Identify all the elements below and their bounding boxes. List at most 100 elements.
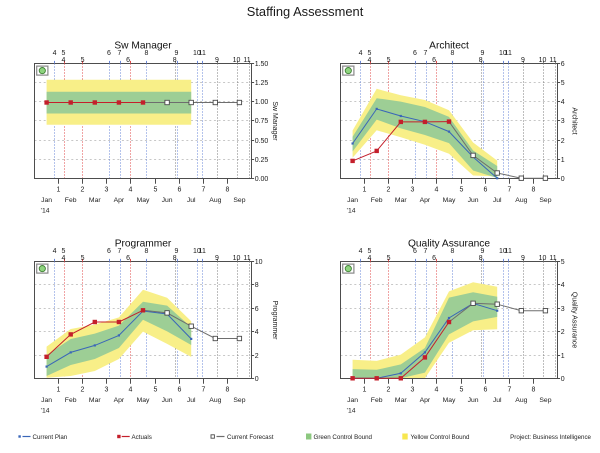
svg-text:8: 8 xyxy=(173,255,177,262)
svg-text:Architect: Architect xyxy=(571,107,578,134)
svg-text:Sw Manager: Sw Manager xyxy=(114,41,172,52)
svg-text:4: 4 xyxy=(359,248,363,255)
svg-text:6: 6 xyxy=(178,387,182,394)
svg-text:5: 5 xyxy=(367,248,371,255)
svg-text:2: 2 xyxy=(561,329,565,336)
svg-text:5: 5 xyxy=(61,248,65,255)
svg-text:4: 4 xyxy=(561,282,565,289)
svg-text:3: 3 xyxy=(561,306,565,313)
svg-text:May: May xyxy=(443,397,456,404)
svg-text:9: 9 xyxy=(521,57,525,64)
svg-text:2: 2 xyxy=(255,353,259,360)
svg-text:Jul: Jul xyxy=(187,397,196,404)
svg-text:0.25: 0.25 xyxy=(255,157,269,164)
svg-text:2: 2 xyxy=(561,138,565,145)
svg-text:0.75: 0.75 xyxy=(255,118,269,125)
svg-text:2: 2 xyxy=(387,387,391,394)
svg-text:10: 10 xyxy=(539,255,547,262)
svg-text:1: 1 xyxy=(561,353,565,360)
svg-text:11: 11 xyxy=(505,50,512,57)
svg-text:7: 7 xyxy=(117,248,121,255)
svg-text:Jun: Jun xyxy=(468,397,479,404)
svg-text:Green Control Bound: Green Control Bound xyxy=(314,434,373,441)
svg-text:6: 6 xyxy=(432,57,436,64)
svg-text:Jun: Jun xyxy=(162,197,173,204)
svg-text:10: 10 xyxy=(233,57,241,64)
svg-text:7: 7 xyxy=(117,50,121,57)
svg-text:’14: ’14 xyxy=(41,407,50,414)
svg-text:Project: Business Intelligence: Project: Business Intelligence xyxy=(510,434,591,441)
svg-text:Current Forecast: Current Forecast xyxy=(227,434,274,441)
svg-text:5: 5 xyxy=(367,50,371,57)
svg-text:4: 4 xyxy=(53,50,57,57)
svg-text:5: 5 xyxy=(81,57,85,64)
svg-text:11: 11 xyxy=(549,57,556,64)
svg-text:Feb: Feb xyxy=(65,397,77,404)
svg-text:6: 6 xyxy=(126,255,130,262)
svg-text:3: 3 xyxy=(411,187,415,194)
svg-text:10: 10 xyxy=(539,57,547,64)
svg-text:0.00: 0.00 xyxy=(255,176,269,183)
svg-text:11: 11 xyxy=(243,255,250,262)
svg-text:6: 6 xyxy=(413,50,417,57)
svg-text:11: 11 xyxy=(243,57,250,64)
svg-text:4: 4 xyxy=(255,329,259,336)
svg-text:4: 4 xyxy=(129,387,133,394)
svg-text:6: 6 xyxy=(484,387,488,394)
svg-text:6: 6 xyxy=(126,57,130,64)
svg-text:May: May xyxy=(137,397,150,404)
svg-text:5: 5 xyxy=(460,387,464,394)
svg-text:8: 8 xyxy=(479,57,483,64)
svg-text:7: 7 xyxy=(202,387,206,394)
svg-text:8: 8 xyxy=(226,387,230,394)
svg-text:Jan: Jan xyxy=(347,397,358,404)
svg-text:10: 10 xyxy=(233,255,241,262)
svg-text:8: 8 xyxy=(451,50,455,57)
svg-text:5: 5 xyxy=(561,80,565,87)
svg-text:2: 2 xyxy=(387,187,391,194)
svg-text:Jun: Jun xyxy=(468,197,479,204)
svg-text:May: May xyxy=(443,197,456,204)
svg-text:2: 2 xyxy=(81,187,85,194)
svg-text:8: 8 xyxy=(145,248,149,255)
svg-text:7: 7 xyxy=(202,187,206,194)
svg-text:5: 5 xyxy=(154,187,158,194)
svg-text:7: 7 xyxy=(423,50,427,57)
svg-text:Jan: Jan xyxy=(347,197,358,204)
svg-text:11: 11 xyxy=(199,50,206,57)
svg-text:0: 0 xyxy=(561,376,565,383)
svg-text:8: 8 xyxy=(145,50,149,57)
svg-text:Sw Manager: Sw Manager xyxy=(271,101,278,141)
svg-text:Apr: Apr xyxy=(420,197,431,204)
svg-text:9: 9 xyxy=(521,255,525,262)
svg-text:11: 11 xyxy=(549,255,556,262)
svg-text:Feb: Feb xyxy=(65,197,77,204)
svg-text:6: 6 xyxy=(484,187,488,194)
svg-text:Sep: Sep xyxy=(539,197,551,204)
svg-text:1.00: 1.00 xyxy=(255,99,269,106)
svg-text:9: 9 xyxy=(174,50,178,57)
svg-text:1: 1 xyxy=(363,187,367,194)
svg-text:1: 1 xyxy=(57,387,61,394)
svg-text:Jul: Jul xyxy=(493,397,502,404)
svg-text:4: 4 xyxy=(435,387,439,394)
svg-text:Mar: Mar xyxy=(395,197,407,204)
svg-text:Aug: Aug xyxy=(209,197,221,204)
svg-text:Current Plan: Current Plan xyxy=(33,434,68,441)
svg-text:Mar: Mar xyxy=(89,197,101,204)
svg-text:3: 3 xyxy=(105,187,109,194)
svg-text:8: 8 xyxy=(451,248,455,255)
svg-text:5: 5 xyxy=(154,387,158,394)
svg-text:6: 6 xyxy=(561,61,565,68)
svg-text:11: 11 xyxy=(199,248,206,255)
svg-text:Programmer: Programmer xyxy=(115,239,172,250)
svg-text:Sep: Sep xyxy=(233,197,245,204)
svg-text:Apr: Apr xyxy=(114,397,125,404)
svg-text:9: 9 xyxy=(215,57,219,64)
svg-text:Actuals: Actuals xyxy=(132,434,152,441)
svg-text:10: 10 xyxy=(499,248,507,255)
svg-text:5: 5 xyxy=(460,187,464,194)
svg-text:5: 5 xyxy=(387,57,391,64)
svg-text:Mar: Mar xyxy=(89,397,101,404)
svg-text:Feb: Feb xyxy=(371,397,383,404)
